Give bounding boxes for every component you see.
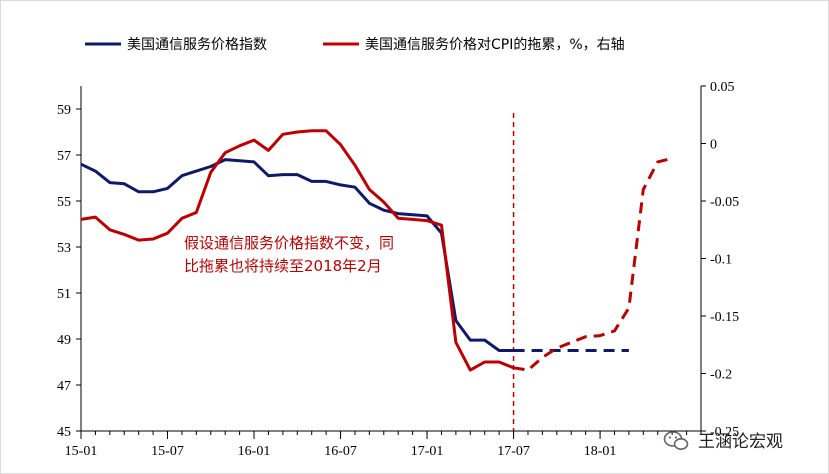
wechat-icon bbox=[663, 431, 689, 450]
left-tick-label: 53 bbox=[57, 241, 71, 256]
plot-area bbox=[80, 113, 673, 431]
annotation-line: 假设通信服务价格指数不变，同 bbox=[184, 234, 394, 252]
left-tick-label: 51 bbox=[57, 287, 71, 302]
watermark-text: 王涵论宏观 bbox=[698, 432, 783, 452]
right-tick-label: -0.2 bbox=[710, 368, 732, 383]
left-tick-label: 55 bbox=[57, 195, 71, 210]
annotation-line: 比拖累也将持续至2018年2月 bbox=[184, 257, 382, 275]
right-tick-label: -0.05 bbox=[710, 195, 739, 210]
right-tick-label: -0.1 bbox=[710, 253, 732, 268]
x-tick-label: 15-01 bbox=[65, 444, 98, 459]
x-tick-label: 16-07 bbox=[324, 444, 357, 459]
series-0-line bbox=[80, 158, 514, 352]
x-tick-label: 18-01 bbox=[584, 444, 617, 459]
series-1-forecast-line bbox=[513, 156, 673, 372]
right-tick-label: 0 bbox=[710, 138, 717, 153]
axes: 45 47 49 51 53 55 57 59 0.05 0 -0.05 -0.1 -0.15 -0.2 -… bbox=[57, 80, 739, 459]
x-tick-label: 15-07 bbox=[151, 444, 184, 459]
legend: 美国通信服务价格指数 美国通信服务价格对CPI的拖累，%，右轴 bbox=[85, 37, 625, 53]
left-tick-label: 47 bbox=[57, 379, 71, 394]
legend-label-series-0: 美国通信服务价格指数 bbox=[127, 37, 267, 53]
left-tick-label: 59 bbox=[57, 103, 71, 118]
right-tick-label: 0.05 bbox=[710, 80, 735, 95]
series-1-line bbox=[80, 129, 515, 372]
x-tick-label: 17-01 bbox=[411, 444, 444, 459]
left-tick-label: 57 bbox=[57, 149, 71, 164]
watermark: 王涵论宏观 bbox=[663, 431, 783, 452]
left-tick-label: 49 bbox=[57, 333, 71, 348]
x-tick-label: 17-07 bbox=[497, 444, 530, 459]
legend-label-series-1: 美国通信服务价格对CPI的拖累，%，右轴 bbox=[365, 37, 625, 53]
x-tick-label: 16-01 bbox=[238, 444, 271, 459]
right-tick-label: -0.15 bbox=[710, 310, 739, 325]
left-tick-label: 45 bbox=[57, 425, 71, 440]
right-tick-label: -0.25 bbox=[710, 425, 739, 440]
